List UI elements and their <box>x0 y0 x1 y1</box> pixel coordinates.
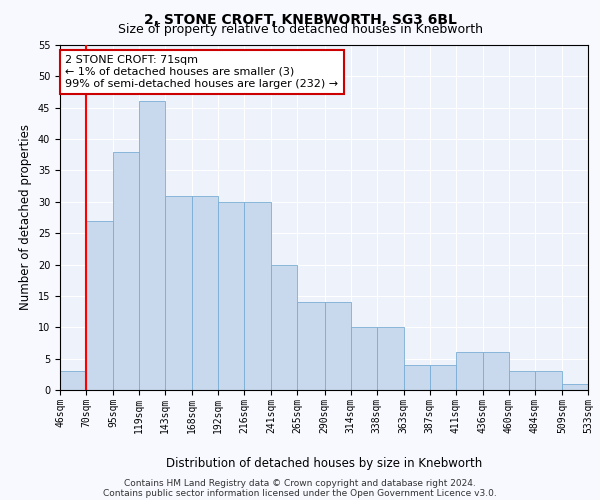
Text: Distribution of detached houses by size in Knebworth: Distribution of detached houses by size … <box>166 458 482 470</box>
Bar <box>404 365 430 390</box>
Text: Contains HM Land Registry data © Crown copyright and database right 2024.: Contains HM Land Registry data © Crown c… <box>124 479 476 488</box>
Bar <box>113 152 139 390</box>
Text: Contains public sector information licensed under the Open Government Licence v3: Contains public sector information licen… <box>103 489 497 498</box>
Bar <box>139 102 165 390</box>
Bar <box>218 202 244 390</box>
Bar <box>430 365 456 390</box>
Bar <box>60 371 86 390</box>
Bar <box>535 371 562 390</box>
Text: 2 STONE CROFT: 71sqm
← 1% of detached houses are smaller (3)
99% of semi-detache: 2 STONE CROFT: 71sqm ← 1% of detached ho… <box>65 56 338 88</box>
Bar <box>244 202 271 390</box>
Bar <box>509 371 535 390</box>
Bar <box>483 352 509 390</box>
Bar <box>350 328 377 390</box>
Text: 2, STONE CROFT, KNEBWORTH, SG3 6BL: 2, STONE CROFT, KNEBWORTH, SG3 6BL <box>143 12 457 26</box>
Bar <box>86 220 113 390</box>
Bar <box>325 302 350 390</box>
Bar <box>588 384 600 390</box>
Bar <box>165 196 192 390</box>
Text: Size of property relative to detached houses in Knebworth: Size of property relative to detached ho… <box>118 24 482 36</box>
Y-axis label: Number of detached properties: Number of detached properties <box>19 124 32 310</box>
Bar <box>562 384 588 390</box>
Bar <box>298 302 325 390</box>
Bar <box>192 196 218 390</box>
Bar <box>271 264 298 390</box>
Bar <box>456 352 483 390</box>
Bar <box>377 328 404 390</box>
